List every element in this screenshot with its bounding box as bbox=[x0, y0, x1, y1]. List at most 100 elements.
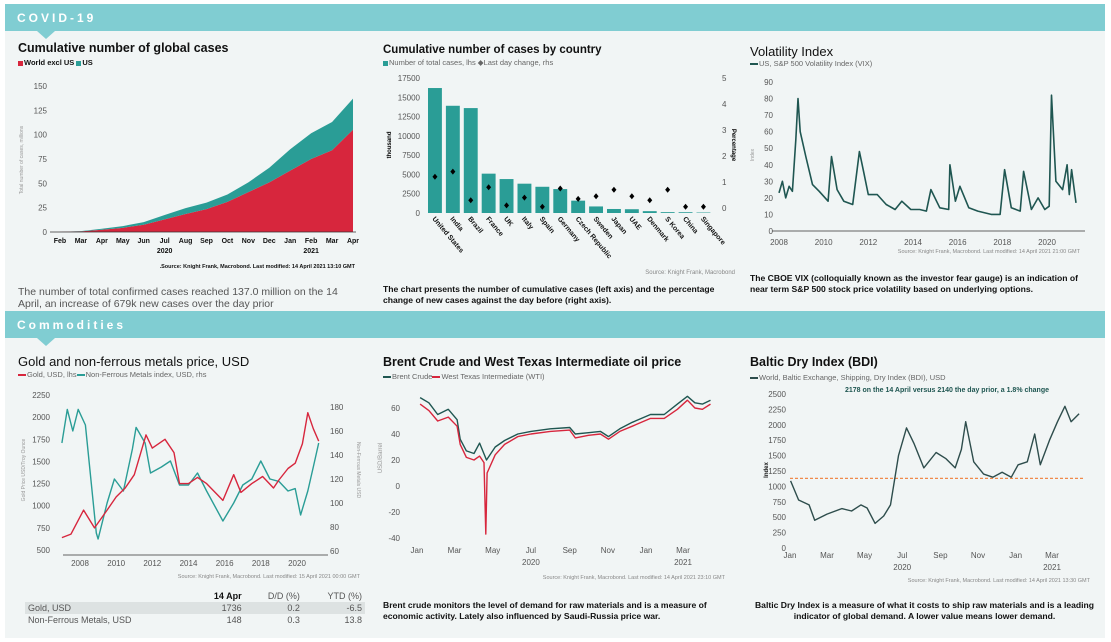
tick-label: 2018 bbox=[252, 559, 270, 568]
tick-label: Apr bbox=[347, 238, 359, 245]
tick-label: Sep bbox=[563, 546, 578, 555]
bar bbox=[589, 206, 603, 213]
tick-label: 1500 bbox=[768, 452, 786, 461]
tick-label: 80 bbox=[764, 95, 773, 104]
tick-label: Jun bbox=[137, 238, 149, 245]
section-header-covid: COVID-19 bbox=[5, 4, 1105, 39]
category-label: UK bbox=[502, 216, 514, 228]
year-label: 2020 bbox=[522, 558, 540, 567]
tick-label: 750 bbox=[773, 498, 787, 507]
chart-title: Brent Crude and West Texas Intermediate … bbox=[383, 355, 682, 369]
year-label: 2020 bbox=[157, 248, 173, 255]
tick-label: 0 bbox=[769, 227, 774, 236]
diamond-marker bbox=[432, 173, 438, 180]
diamond-marker bbox=[611, 186, 617, 193]
tick-label: 2018 bbox=[993, 238, 1011, 247]
chart-source: Source: Knight Frank, Macrobond. Last mo… bbox=[542, 575, 725, 581]
tick-label: 2020 bbox=[1038, 238, 1056, 247]
series-line bbox=[419, 395, 711, 461]
chart-source: Source: Knight Frank, Macrobond. Last mo… bbox=[897, 249, 1080, 255]
section-title: COVID-19 bbox=[17, 11, 97, 25]
tick-label: 1250 bbox=[768, 467, 786, 476]
tick-label: Mar bbox=[75, 238, 88, 245]
tick-label: 75 bbox=[38, 155, 47, 164]
area-us bbox=[60, 98, 353, 232]
diamond-marker bbox=[539, 203, 545, 210]
tick-label: 25 bbox=[38, 204, 47, 213]
diamond-marker bbox=[593, 193, 599, 200]
tick-label: Jan bbox=[784, 551, 797, 560]
chart-annotation: 2178 on the 14 April versus 2140 the day… bbox=[845, 387, 1049, 394]
category-label: China bbox=[681, 216, 699, 235]
tick-label: 2000 bbox=[32, 413, 50, 422]
tick-label: 3 bbox=[722, 126, 727, 135]
tick-label: 2250 bbox=[32, 391, 50, 400]
diamond-marker bbox=[468, 197, 474, 204]
tick-label: Jul bbox=[526, 546, 536, 555]
metals-line bbox=[61, 408, 320, 540]
tick-label: Nov bbox=[601, 546, 615, 555]
diamond-marker bbox=[629, 193, 635, 200]
tick-label: 1000 bbox=[32, 502, 50, 511]
tick-label: Oct bbox=[222, 238, 234, 245]
tick-label: 2016 bbox=[216, 559, 234, 568]
covid-panel bbox=[5, 31, 1105, 312]
diamond-marker bbox=[557, 185, 563, 192]
tick-label: Jan bbox=[284, 238, 296, 245]
tick-label: 50 bbox=[764, 144, 773, 153]
section-title: Commodities bbox=[17, 318, 127, 332]
y-axis-title: Index bbox=[764, 462, 770, 478]
tick-label: 0 bbox=[416, 209, 421, 218]
y2-axis-title: Non-Ferrous Metals USD bbox=[355, 442, 361, 499]
tick-label: 7500 bbox=[402, 151, 420, 160]
legend-label: Gold, USD, lhs bbox=[27, 370, 77, 379]
bar bbox=[607, 208, 621, 213]
tick-label: May bbox=[485, 546, 500, 555]
chart-title: Volatility Index bbox=[750, 44, 834, 59]
tick-label: 140 bbox=[330, 451, 344, 460]
tick-label: 80 bbox=[330, 523, 339, 532]
y-axis-title: thousand bbox=[387, 131, 393, 158]
tick-label: 40 bbox=[391, 430, 400, 439]
diamond-marker bbox=[450, 168, 456, 175]
tick-label: Mar bbox=[326, 238, 339, 245]
legend-label: US, S&P 500 Volatility Index (VIX) bbox=[759, 59, 873, 68]
tick-label: 1250 bbox=[32, 480, 50, 489]
diamond-marker bbox=[521, 194, 527, 201]
chart-description: The chart presents the number of cumulat… bbox=[383, 284, 715, 305]
tick-label: Feb bbox=[305, 238, 317, 245]
tick-label: 2010 bbox=[815, 238, 833, 247]
legend-label: Number of total cases, lhs bbox=[389, 58, 476, 67]
chart-title: Cumulative number of global cases bbox=[18, 41, 229, 55]
tick-label: 2500 bbox=[768, 390, 786, 399]
chart-description: The CBOE VIX (colloquially known as the … bbox=[750, 273, 1079, 294]
tick-label: 50 bbox=[38, 179, 47, 188]
tick-label: 10000 bbox=[398, 132, 421, 141]
chart-description: Brent crude monitors the level of demand… bbox=[383, 600, 707, 621]
tick-label: 30 bbox=[764, 177, 773, 186]
tick-label: -20 bbox=[388, 508, 400, 517]
tick-label: 5 bbox=[722, 74, 727, 83]
tick-label: Sep bbox=[933, 551, 948, 560]
tick-label: 2 bbox=[722, 152, 727, 161]
tick-label: 250 bbox=[773, 529, 787, 538]
tick-label: 2010 bbox=[107, 559, 125, 568]
tick-label: 60 bbox=[330, 547, 339, 556]
series-line bbox=[419, 399, 711, 535]
chart-source: Source: Knight Frank, Macrobond. Last mo… bbox=[177, 574, 360, 580]
tick-label: Jan bbox=[640, 546, 653, 555]
vix-line bbox=[778, 94, 1077, 216]
tick-label: 180 bbox=[330, 403, 344, 412]
diamond-marker bbox=[683, 203, 689, 210]
tick-label: Jul bbox=[160, 238, 170, 245]
bar bbox=[642, 211, 657, 213]
series-line bbox=[789, 405, 1080, 525]
chart-title: Cumulative number of cases by country bbox=[383, 44, 602, 56]
diamond-marker bbox=[700, 203, 706, 210]
table-row: Non-Ferrous Metals, USD 148 0.3 13.8 bbox=[28, 615, 362, 625]
year-label: 2020 bbox=[893, 563, 911, 572]
tick-label: 90 bbox=[764, 78, 773, 87]
commodities-panel bbox=[5, 338, 1105, 638]
tick-label: 1 bbox=[722, 178, 727, 187]
diamond-marker bbox=[575, 195, 581, 202]
